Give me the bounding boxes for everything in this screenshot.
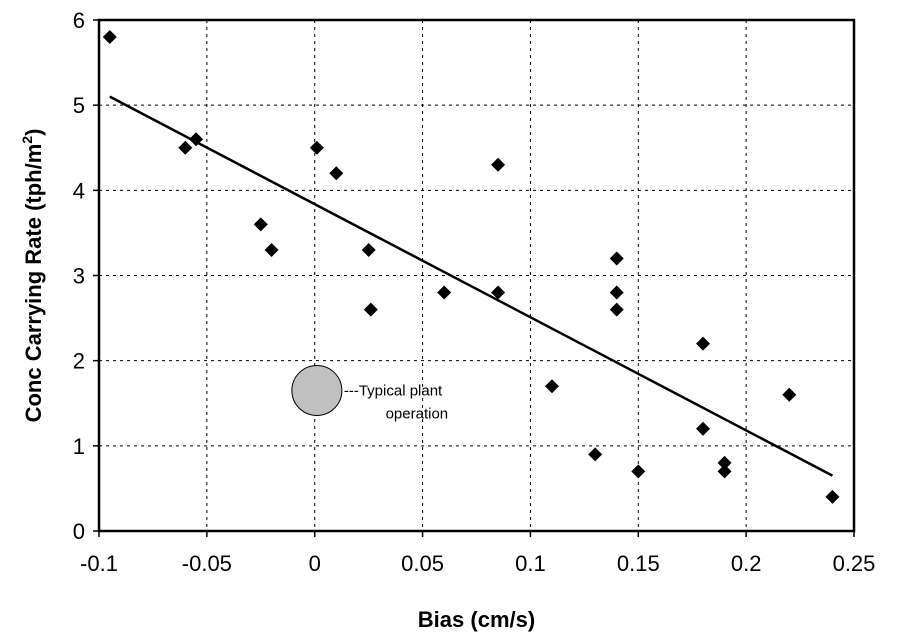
- data-point: [609, 251, 624, 266]
- data-point: [717, 464, 732, 479]
- data-point: [609, 285, 624, 300]
- y-tick-label: 1: [73, 434, 85, 459]
- y-axis-label-main: Conc Carrying Rate (tph/m: [21, 144, 46, 423]
- data-point: [329, 166, 344, 181]
- x-tick-label: 0.2: [731, 551, 762, 576]
- data-point: [178, 140, 193, 155]
- data-point: [782, 387, 797, 402]
- data-point: [363, 302, 378, 317]
- y-tick-label: 0: [73, 519, 85, 544]
- x-tick-labels: -0.1 -0.05 0 0.05 0.1 0.15 0.2 0.25: [80, 551, 875, 576]
- x-tick-label: 0.25: [833, 551, 876, 576]
- data-point: [825, 489, 840, 504]
- data-point: [102, 30, 117, 45]
- x-tick-label: 0.05: [401, 551, 444, 576]
- data-point: [609, 302, 624, 317]
- data-point: [696, 421, 710, 436]
- data-point: [437, 285, 452, 300]
- x-tick-label: 0.1: [515, 551, 546, 576]
- data-point: [491, 157, 506, 172]
- y-tick-labels: 0 1 2 3 4 5 6: [73, 8, 85, 544]
- data-point: [588, 447, 603, 462]
- y-tick-label: 6: [73, 8, 85, 33]
- annotation: ---Typical plant operation: [291, 364, 449, 422]
- x-tick-label: -0.1: [80, 551, 118, 576]
- y-axis-label-tail: ): [21, 129, 46, 136]
- data-points: [102, 30, 840, 504]
- x-tick-label: 0: [309, 551, 321, 576]
- grid-lines: [99, 20, 854, 531]
- trendline: [109, 95, 834, 477]
- data-point: [253, 217, 268, 232]
- data-point: [545, 379, 559, 394]
- data-point: [264, 242, 279, 257]
- x-tick-label: 0.15: [617, 551, 660, 576]
- typical-operation-marker: [291, 364, 343, 416]
- data-point: [361, 242, 376, 257]
- data-point: [491, 285, 506, 300]
- annotation-line2: operation: [386, 405, 449, 422]
- y-tick-label: 2: [73, 349, 85, 374]
- data-point: [717, 455, 732, 470]
- y-tick-label: 4: [73, 178, 85, 203]
- data-point: [309, 140, 324, 155]
- y-tick-label: 3: [73, 264, 85, 289]
- data-point: [696, 336, 710, 351]
- x-axis-label: Bias (cm/s): [418, 607, 535, 632]
- annotation-line1: ---Typical plant: [344, 382, 443, 399]
- y-axis-label: Conc Carrying Rate (tph/m2): [19, 129, 46, 423]
- data-point: [189, 132, 204, 147]
- y-axis-label-superscript: 2: [19, 136, 35, 144]
- y-tick-label: 5: [73, 93, 85, 118]
- tick-marks: [93, 19, 855, 537]
- x-tick-label: -0.05: [182, 551, 232, 576]
- data-point: [631, 464, 646, 479]
